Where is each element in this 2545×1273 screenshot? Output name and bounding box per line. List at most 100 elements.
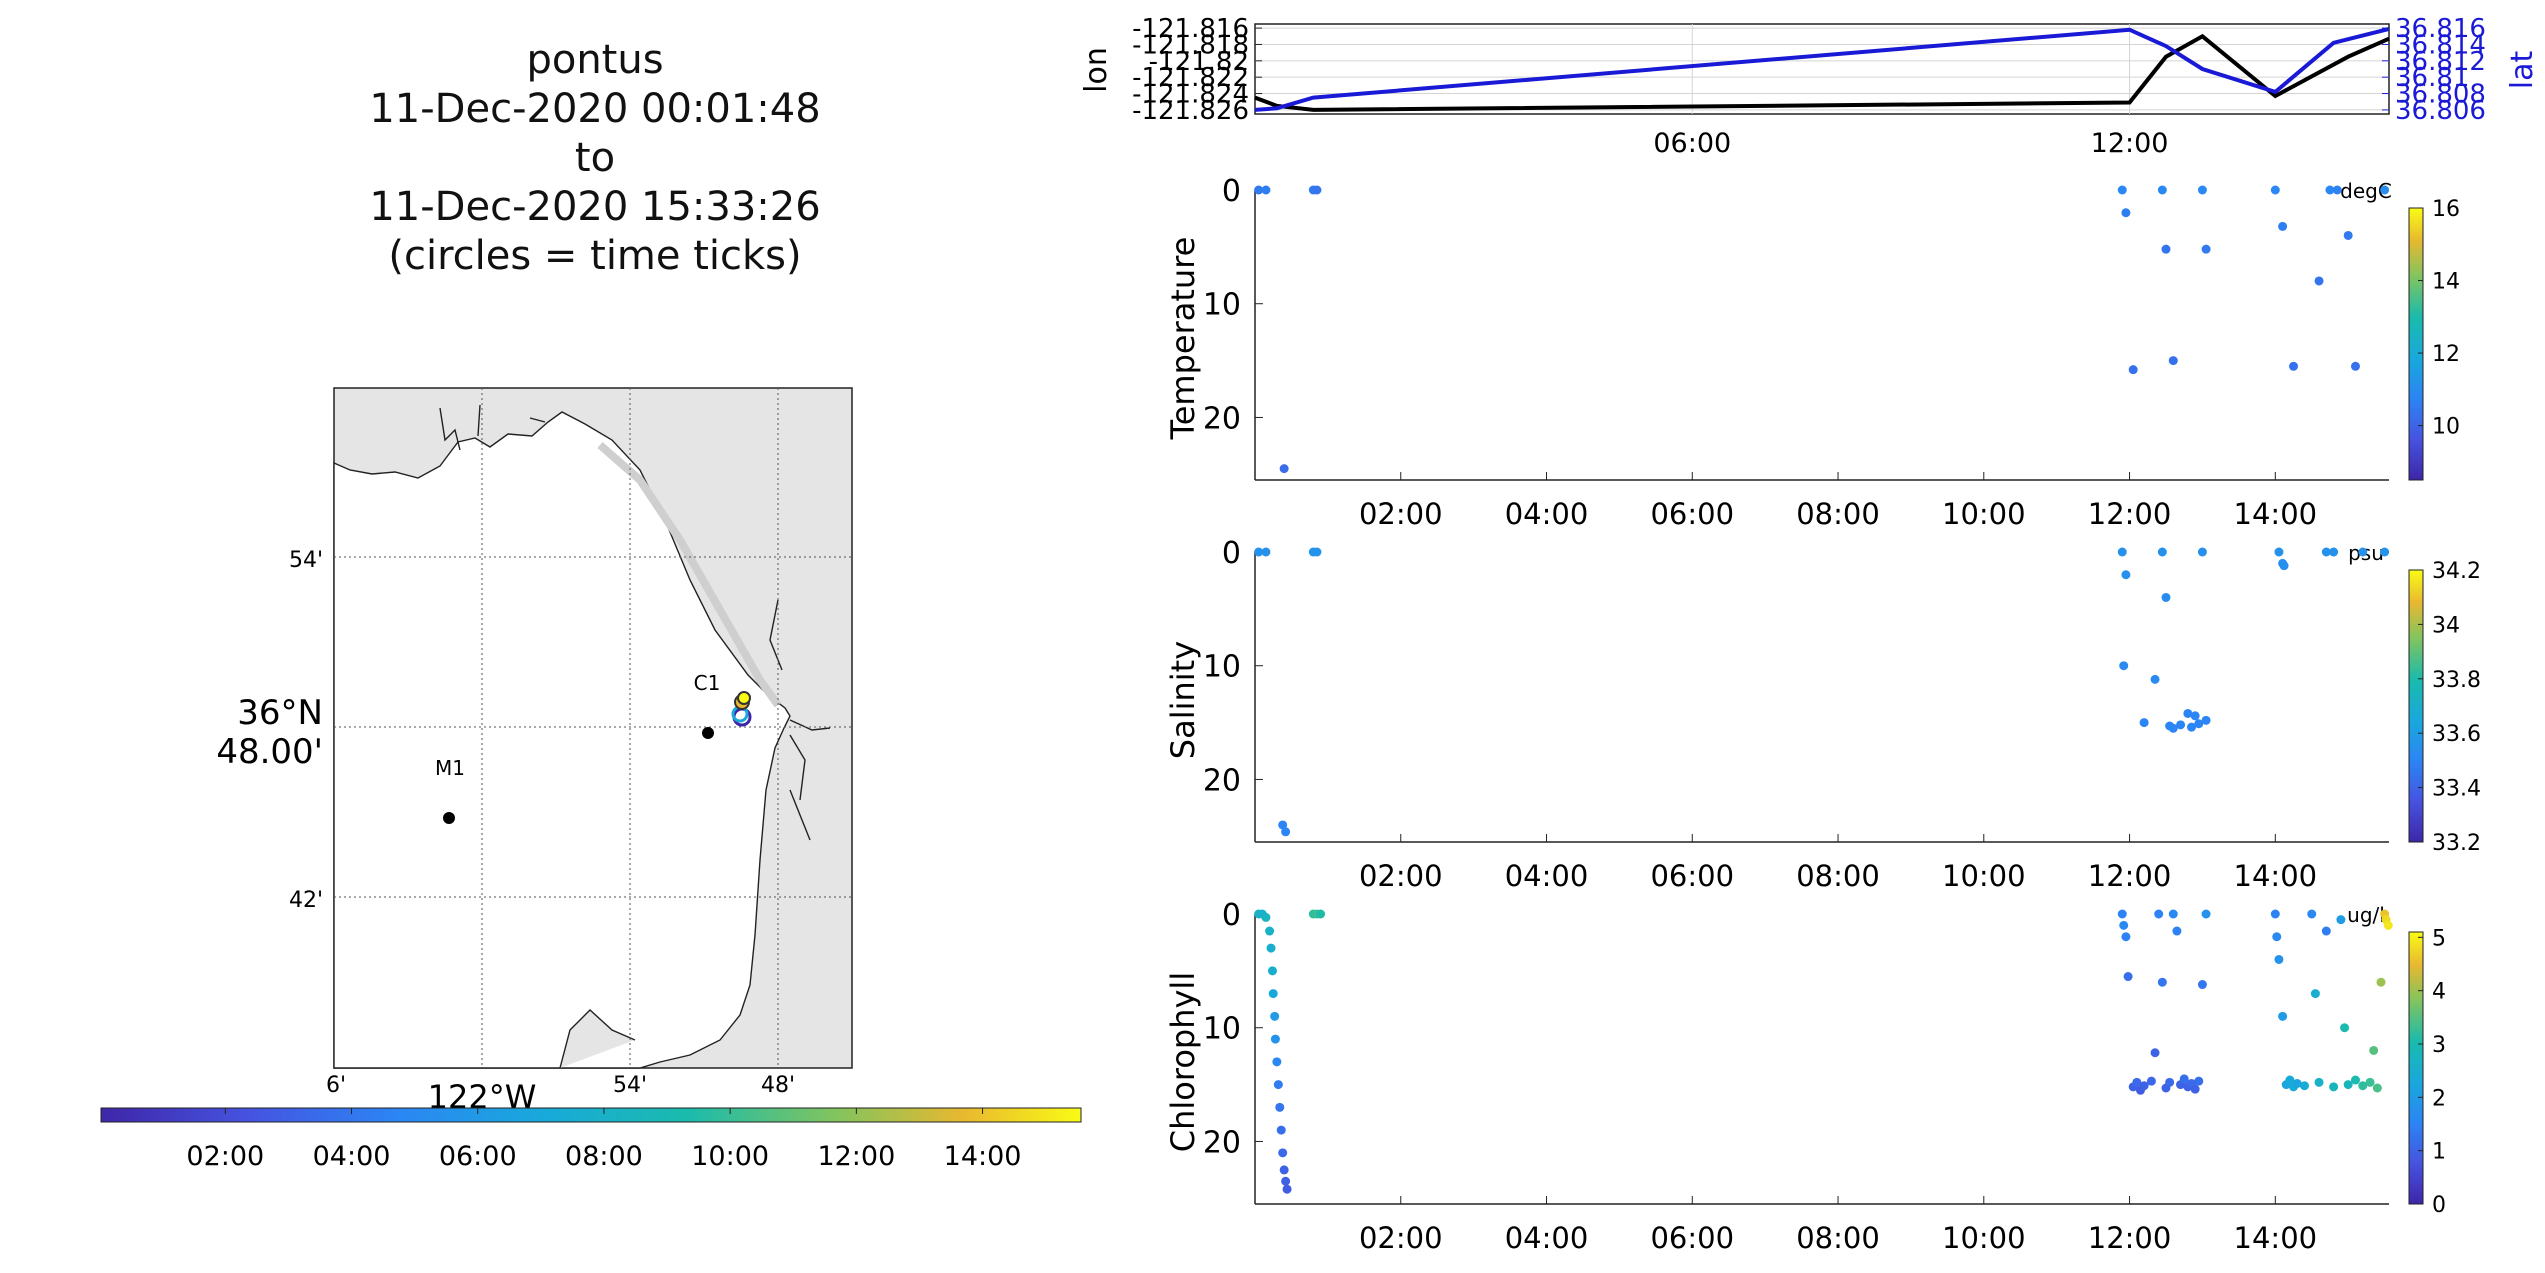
time-colorbar-tick-label: 04:00 — [313, 1141, 391, 1172]
salinity-data-point — [1312, 547, 1322, 557]
salinity-colorbar-tick-label: 33.6 — [2432, 722, 2481, 747]
chlorophyll-x-tick-label: 06:00 — [1650, 1221, 1734, 1255]
map-lon-label-54: 54' — [613, 1073, 647, 1098]
salinity-data-point — [1254, 547, 1264, 557]
salinity-data-point — [2358, 547, 2368, 557]
salinity-colorbar-tick-label: 34 — [2432, 613, 2460, 638]
nav-lat-tick-label: 36.812 — [2395, 47, 2486, 77]
chlorophyll-data-point — [1265, 926, 1275, 936]
chlorophyll-data-point — [2376, 977, 2386, 987]
map-lat-label-48: 48.00' — [216, 732, 323, 772]
salinity-data-point — [2117, 547, 2127, 557]
temperature-data-point — [2197, 185, 2207, 195]
temperature-colorbar-tick-label: 12 — [2432, 342, 2460, 367]
salinity-panel: Salinity psu 0102002:0004:0006:0008:0010… — [1164, 536, 2481, 893]
salinity-data-point — [2150, 674, 2160, 684]
chlorophyll-y-tick-label: 20 — [1203, 1125, 1241, 1160]
ocean-area — [333, 411, 791, 1069]
chlorophyll-data-point — [2274, 954, 2284, 964]
lon-series-line — [1254, 33, 2390, 112]
salinity-x-tick-label: 12:00 — [2088, 859, 2172, 893]
chlorophyll-x-tick-label: 10:00 — [1942, 1221, 2026, 1255]
southern-headland — [559, 1009, 636, 1069]
temperature-data-point — [2128, 365, 2138, 375]
salinity-colorbar-tick-label: 33.2 — [2432, 831, 2481, 856]
chlorophyll-data-point — [1261, 912, 1271, 922]
map-lat-label-54: 54' — [289, 548, 323, 573]
chlorophyll-data-point — [1281, 1176, 1291, 1186]
temperature-x-tick-label: 14:00 — [2234, 497, 2318, 531]
chlorophyll-colorbar-tick-label: 3 — [2432, 1033, 2446, 1058]
temperature-data-point — [2270, 185, 2280, 195]
temperature-data-point — [2278, 221, 2288, 231]
time-colorbar-tick-label: 10:00 — [691, 1141, 769, 1172]
temperature-data-point — [2168, 356, 2178, 366]
chlorophyll-colorbar-tick-label: 2 — [2432, 1086, 2446, 1111]
title-start-time: 11-Dec-2020 00:01:48 — [369, 86, 821, 132]
salinity-data-point — [2197, 547, 2207, 557]
map-lat-label-42: 42' — [289, 888, 323, 913]
nav-lat-tick-label: 36.816 — [2395, 14, 2486, 44]
chlorophyll-x-tick-label: 04:00 — [1505, 1221, 1589, 1255]
chlorophyll-data-point — [2132, 1077, 2142, 1087]
salinity-data-point — [2157, 547, 2167, 557]
vehicle-track — [731, 691, 752, 727]
time-colorbar-tick-label: 08:00 — [565, 1141, 643, 1172]
chlorophyll-data-point — [2369, 1045, 2379, 1055]
temperature-x-tick-label: 10:00 — [1942, 497, 2026, 531]
chlorophyll-data-point — [2157, 977, 2167, 987]
salinity-data-point — [2279, 561, 2289, 571]
chlorophyll-data-point — [2117, 909, 2127, 919]
time-colorbar-tick-label: 14:00 — [944, 1141, 1022, 1172]
chlorophyll-data-point — [2201, 909, 2211, 919]
temperature-y-tick-label: 10 — [1203, 288, 1241, 323]
chlorophyll-data-point — [2299, 1081, 2309, 1091]
nav-lat-tick-label: 36.814 — [2395, 30, 2486, 60]
nav-lat-tick-label: 36.81 — [2395, 63, 2469, 93]
temperature-data-point — [2201, 244, 2211, 254]
temperature-data-point — [2332, 185, 2342, 195]
chlorophyll-data-point — [2358, 1081, 2368, 1091]
lat-series-line — [1254, 26, 2390, 112]
chlorophyll-data-point — [1278, 1148, 1288, 1158]
time-colorbar: 02:00 04:00 06:00 08:00 10:00 12:00 14:00 — [100, 1107, 1082, 1172]
chlorophyll-data-point — [2150, 1048, 2160, 1058]
chlorophyll-data-point — [1268, 989, 1278, 999]
chlorophyll-data-point — [2194, 1076, 2204, 1086]
chlorophyll-data-point — [2272, 932, 2282, 942]
salinity-x-tick-label: 02:00 — [1359, 859, 1443, 893]
salinity-colorbar-tick-label: 33.4 — [2432, 777, 2481, 802]
station-m1-marker — [443, 812, 455, 824]
station-c1-marker — [702, 727, 714, 739]
chlorophyll-data-point — [2123, 972, 2133, 982]
temperature-data-point — [2343, 230, 2353, 240]
salinity-data-point — [2139, 718, 2149, 728]
time-colorbar-tick-label: 06:00 — [439, 1141, 517, 1172]
map-lon-label-6: 6' — [326, 1073, 346, 1098]
salinity-data-point — [2176, 720, 2186, 730]
map-lat-label-36n: 36°N — [237, 693, 323, 733]
temperature-colorbar-tick-label: 10 — [2432, 415, 2460, 440]
temperature-colorbar-tick-label: 14 — [2432, 270, 2460, 295]
river-lines-east — [769, 599, 831, 841]
chlorophyll-data-point — [2329, 1082, 2339, 1092]
temperature-x-tick-label: 12:00 — [2088, 497, 2172, 531]
temperature-data-point — [2289, 361, 2299, 371]
chlorophyll-data-point — [2383, 920, 2393, 930]
chlorophyll-data-point — [2168, 909, 2178, 919]
temperature-data-point — [2350, 361, 2360, 371]
salinity-x-tick-label: 10:00 — [1942, 859, 2026, 893]
temperature-x-tick-label: 04:00 — [1505, 497, 1589, 531]
chlorophyll-data-point — [2372, 1083, 2382, 1093]
temperature-y-tick-label: 0 — [1222, 174, 1241, 209]
chlorophyll-data-point — [1282, 1184, 1292, 1194]
chlorophyll-data-point — [2197, 980, 2207, 990]
chlorophyll-data-point — [2307, 909, 2317, 919]
salinity-data-point — [2161, 592, 2171, 602]
chlorophyll-ylabel: Chlorophyll — [1164, 972, 1202, 1152]
temperature-x-tick-label: 08:00 — [1796, 497, 1880, 531]
temperature-y-tick-label: 20 — [1203, 401, 1241, 436]
salinity-data-point — [2168, 723, 2178, 733]
chlorophyll-y-tick-label: 10 — [1203, 1012, 1241, 1047]
